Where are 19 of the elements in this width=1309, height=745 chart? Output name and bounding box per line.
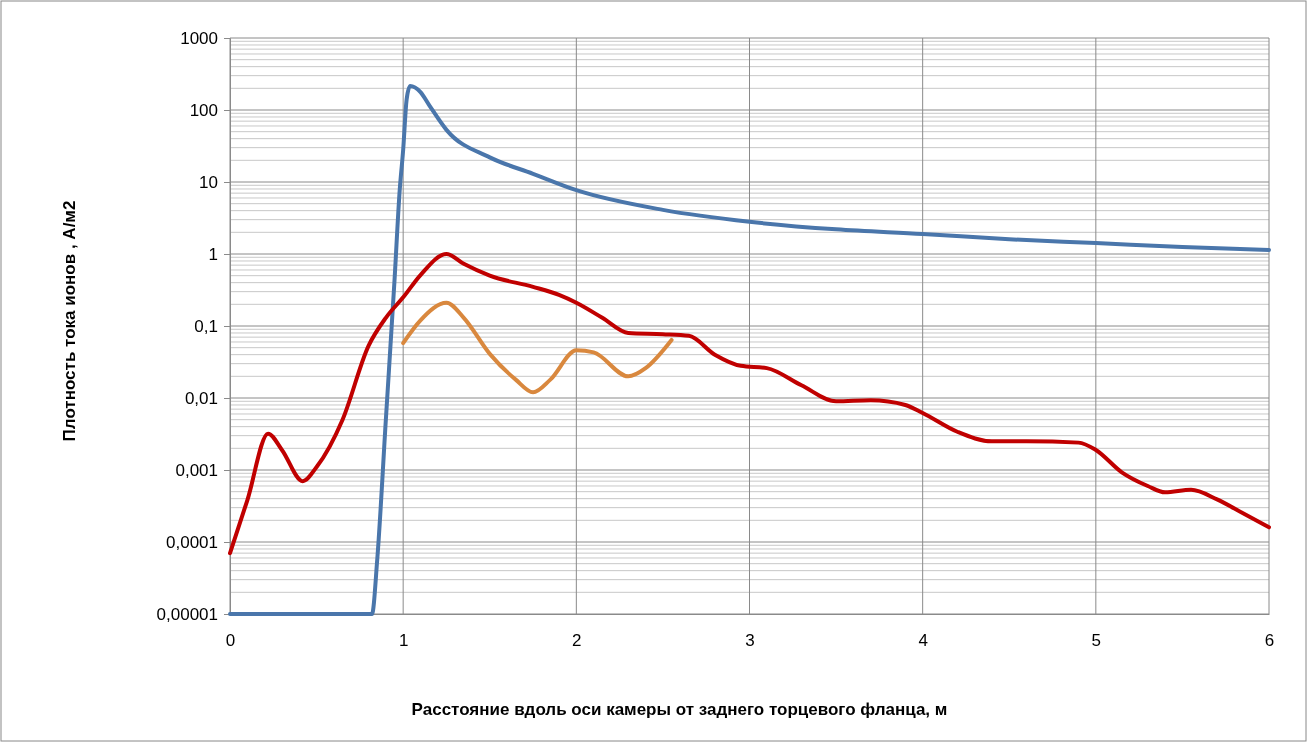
- x-tick-label: 2: [572, 631, 582, 651]
- y-tick-label: 1000: [180, 28, 218, 48]
- x-axis-title: Расстояние вдоль оси камеры от заднего торцевого фланца, м: [411, 700, 948, 719]
- y-tick-label: 100: [189, 100, 218, 120]
- y-tick-label: 0,0001: [166, 532, 218, 552]
- x-tick-label: 5: [1091, 631, 1102, 651]
- y-tick-label: 0,001: [175, 460, 218, 480]
- x-tick-label: 3: [745, 631, 755, 651]
- y-tick-label: 1: [208, 244, 218, 264]
- y-axis-title: Плотность тока ионов , А/м2: [60, 200, 79, 442]
- x-tick-label: 4: [918, 631, 928, 651]
- x-tick-label: 1: [398, 631, 409, 651]
- y-tick-label: 0,00001: [156, 604, 218, 624]
- x-tick-label: 0: [225, 631, 236, 651]
- x-tick-label: 6: [1264, 631, 1275, 651]
- line-series: [401, 300, 674, 395]
- y-tick-label: 10: [199, 172, 218, 192]
- y-tick-label: 0,1: [194, 316, 218, 336]
- y-tick-label: 0,01: [184, 388, 218, 408]
